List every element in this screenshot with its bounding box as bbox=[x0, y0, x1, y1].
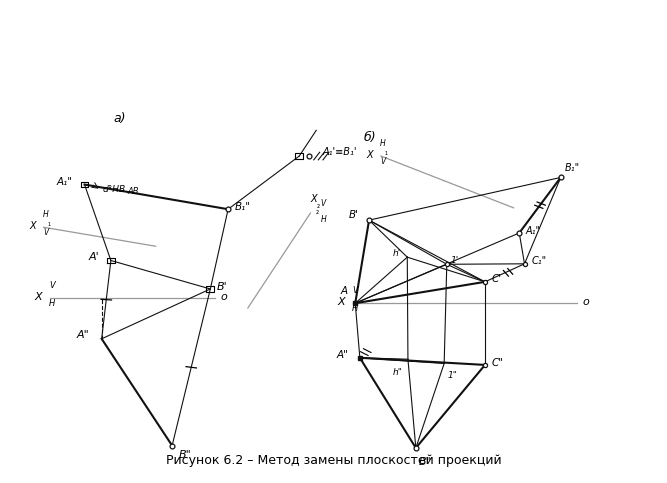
Text: A₁": A₁" bbox=[526, 226, 541, 236]
Text: V: V bbox=[49, 282, 55, 290]
Text: C": C" bbox=[492, 357, 504, 368]
Text: H: H bbox=[49, 299, 55, 309]
Text: B₁": B₁" bbox=[565, 163, 580, 173]
Text: A₁": A₁" bbox=[57, 177, 73, 187]
Text: AB: AB bbox=[127, 187, 139, 196]
Text: X: X bbox=[29, 221, 36, 231]
Text: B': B' bbox=[350, 211, 360, 220]
Text: B₁": B₁" bbox=[235, 202, 251, 212]
Text: а): а) bbox=[113, 112, 125, 125]
Text: B": B" bbox=[419, 457, 432, 468]
Text: H: H bbox=[43, 210, 49, 219]
Text: ₁: ₁ bbox=[385, 148, 388, 157]
Text: C': C' bbox=[492, 274, 502, 284]
Text: C₁": C₁" bbox=[531, 256, 546, 267]
Text: H: H bbox=[320, 215, 326, 225]
Text: ₂: ₂ bbox=[315, 207, 319, 216]
Text: h': h' bbox=[392, 249, 401, 258]
Text: h": h" bbox=[393, 368, 403, 377]
Text: A': A' bbox=[89, 252, 99, 262]
Text: A₁'≡B₁': A₁'≡B₁' bbox=[322, 147, 357, 157]
Text: X: X bbox=[338, 297, 346, 307]
Text: V: V bbox=[380, 157, 386, 166]
Text: 1': 1' bbox=[451, 256, 459, 265]
Text: A": A" bbox=[77, 330, 90, 340]
Text: A: A bbox=[340, 286, 348, 296]
Text: B": B" bbox=[179, 450, 191, 460]
Text: ₁: ₁ bbox=[47, 219, 51, 228]
Text: A": A" bbox=[336, 351, 348, 360]
Text: H: H bbox=[380, 139, 386, 148]
Text: X: X bbox=[310, 195, 317, 204]
Text: Рисунок 6.2 – Метод замены плоскостей проекций: Рисунок 6.2 – Метод замены плоскостей пр… bbox=[165, 455, 502, 467]
Text: o: o bbox=[582, 297, 589, 307]
Text: d°НВ: d°НВ bbox=[103, 185, 126, 194]
Text: 1": 1" bbox=[448, 370, 458, 380]
Text: X: X bbox=[35, 292, 43, 302]
Text: V: V bbox=[43, 228, 48, 237]
Text: o: o bbox=[220, 292, 227, 302]
Text: B': B' bbox=[217, 282, 227, 292]
Text: V: V bbox=[320, 199, 325, 208]
Text: H: H bbox=[352, 304, 358, 313]
Text: ₂: ₂ bbox=[317, 201, 320, 211]
Text: V: V bbox=[352, 286, 358, 295]
Text: б): б) bbox=[364, 130, 376, 143]
Text: X: X bbox=[366, 150, 373, 160]
